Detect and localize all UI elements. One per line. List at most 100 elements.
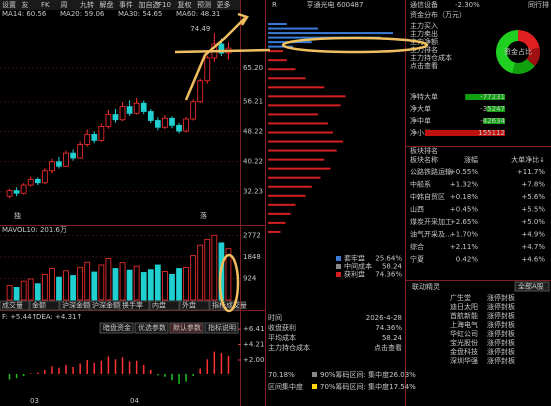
candle-body: [154, 120, 161, 128]
tab: [149, 300, 180, 311]
ranking-cell: +0.45%: [450, 206, 478, 214]
tab-label[interactable]: 成交量: [2, 301, 23, 310]
volume-bar: [112, 268, 119, 301]
candle-body: [218, 43, 225, 54]
linkage-cell: 涨停封板: [487, 356, 515, 365]
toolbar-button[interactable]: 事件: [119, 0, 133, 9]
y-tick-label: +2.00: [243, 356, 264, 364]
candle-body: [119, 106, 126, 121]
volume-bar: [98, 264, 105, 301]
chip-bar: [268, 59, 287, 62]
volume-bar: [133, 265, 140, 301]
tab: [204, 322, 239, 334]
funds-item: 主力卖出: [410, 29, 438, 38]
funds-item: 主力持仓成本: [410, 53, 452, 62]
tab-label[interactable]: 指标成交量: [212, 301, 247, 310]
table-value: 74.36%: [375, 324, 402, 332]
toolbar-button[interactable]: FK: [41, 1, 50, 9]
toolbar-button[interactable]: 复权: [178, 0, 192, 9]
tab: [169, 322, 204, 334]
tab: [0, 300, 30, 311]
toolbar-button[interactable]: 友: [22, 0, 29, 9]
flow-bar: [425, 130, 505, 136]
y-tick-label: 1848: [243, 253, 261, 261]
arrow: [174, 48, 271, 54]
candle-body: [147, 111, 154, 121]
range-value: 90%筹码区间: 集中度26.03%: [320, 370, 416, 379]
ranking-cell: 中船系: [410, 180, 431, 189]
volume-bar: [63, 270, 69, 301]
candle-body: [190, 101, 197, 120]
legend-value: 58.24: [382, 263, 403, 271]
toolbar-button[interactable]: F10: [158, 1, 171, 9]
flow-name: 净大单: [410, 104, 431, 113]
ma-label: MA20: 59.06: [60, 10, 105, 18]
tab-label[interactable]: 外盘: [182, 301, 196, 310]
volume-bar: [126, 269, 133, 301]
candle-body: [169, 117, 175, 126]
toolbar-button[interactable]: 预测: [197, 0, 211, 9]
tab-label[interactable]: 全部A股: [518, 282, 544, 291]
legend-value: 74.36%: [375, 271, 402, 279]
linkage-cell: 涨停封板: [487, 329, 515, 338]
toolbar-button[interactable]: 更多: [217, 0, 231, 9]
arrow: [184, 17, 246, 101]
tab-label[interactable]: 暗盘资金: [103, 323, 131, 332]
volume-bar: [84, 261, 91, 301]
linkage-cell: 涨停封板: [487, 320, 515, 329]
tab-label[interactable]: 默认参数: [173, 323, 201, 332]
ranking-cell: +5.0%: [521, 218, 545, 226]
tab-label[interactable]: 优选参数: [138, 323, 166, 332]
y-tick-label: 32.23: [243, 188, 263, 196]
linkage-cell: 涨停封板: [487, 338, 515, 347]
tab: [59, 300, 90, 311]
flow-value: 155112: [478, 129, 505, 137]
toolbar-button[interactable]: 解盘: [100, 0, 114, 9]
ranking-cell: 0.42%: [456, 256, 479, 264]
arrow-head: [237, 12, 249, 26]
tab: [134, 322, 169, 334]
table-value: 2026-4-28: [366, 314, 402, 322]
tab-label[interactable]: 沪深金额: [62, 301, 90, 310]
chip-bar: [268, 45, 293, 48]
table-key: 时间: [268, 313, 282, 322]
marker: 独: [14, 211, 21, 220]
volume-bar: [154, 264, 161, 301]
chip-bar: [268, 86, 325, 89]
toolbar-button[interactable]: 九转: [80, 0, 94, 9]
chip-bar: [268, 158, 325, 161]
chip-bar: [268, 32, 393, 35]
dif-label: F: +5.44↑: [2, 313, 37, 321]
tab: [99, 322, 134, 334]
tab-label[interactable]: 内盘: [152, 301, 166, 310]
volume-bar: [147, 269, 154, 301]
ranking-cell: +4.9%: [521, 231, 545, 239]
candle-body: [140, 102, 147, 112]
volume-bar: [77, 266, 84, 301]
toolbar-button[interactable]: 设置: [2, 0, 16, 9]
volume-title: MAVOL10: 201.6万: [2, 226, 67, 234]
chip-bar: [268, 149, 337, 152]
ranking-cell: +1.70%: [450, 231, 478, 239]
tab-label[interactable]: 金额: [32, 301, 46, 310]
tab-label[interactable]: 指标说明: [208, 323, 236, 332]
tab-label[interactable]: 换手率: [122, 301, 143, 310]
y-tick-label: +6.41: [243, 325, 264, 333]
chip-bar: [268, 140, 343, 143]
y-tick-label: +4.21: [243, 341, 264, 349]
table-key: 收盘获利: [268, 323, 296, 332]
candle-body: [56, 161, 62, 167]
flow-name: 净中单: [410, 116, 431, 125]
legend-value: 25.64%: [375, 255, 402, 263]
chip-bar: [268, 167, 331, 170]
ranking-cell: +5.5%: [521, 206, 545, 214]
toolbar-button[interactable]: 加自选: [139, 0, 160, 9]
volume-bar: [211, 234, 218, 301]
candle-body: [204, 57, 211, 82]
sector-change: -2.30%: [455, 1, 480, 9]
ranking-cell: +7.8%: [521, 181, 545, 189]
toolbar-button[interactable]: 周: [61, 1, 68, 9]
tab-label[interactable]: 沪深金额: [92, 301, 120, 310]
